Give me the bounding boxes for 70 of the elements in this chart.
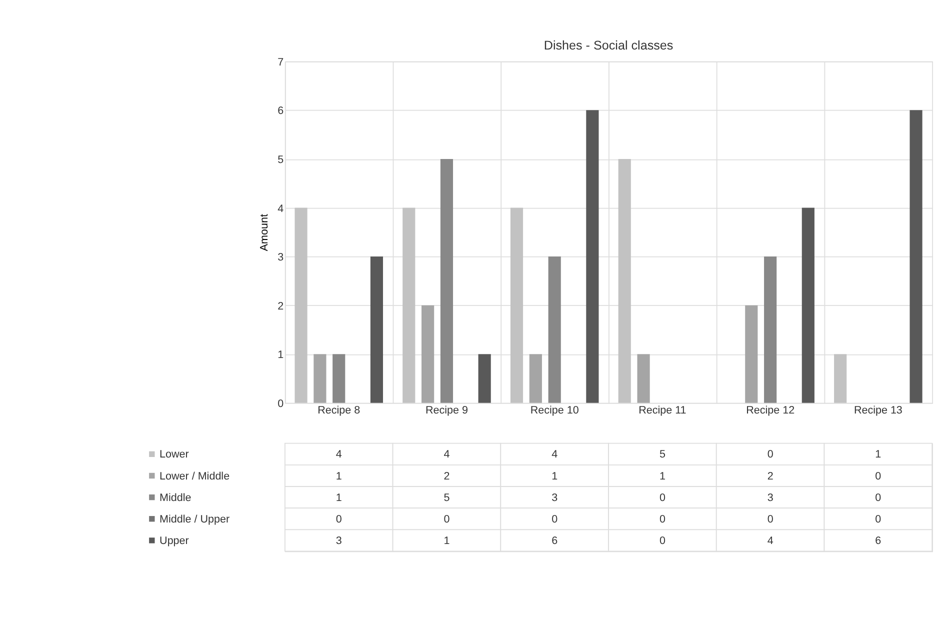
- bar: [802, 208, 814, 403]
- x-tick-label: Recipe 12: [746, 404, 795, 416]
- bar: [910, 110, 922, 403]
- bar: [745, 305, 758, 403]
- legend-label: Upper: [160, 535, 190, 548]
- data-label: 4: [444, 448, 450, 461]
- x-tick-label: Recipe 11: [638, 404, 686, 416]
- y-tick-label: 3: [278, 252, 284, 264]
- data-label: 6: [875, 535, 882, 548]
- x-tick-label: Recipe 8: [318, 404, 360, 416]
- y-tick-label: 2: [278, 300, 284, 312]
- data-label: 0: [767, 513, 774, 526]
- data-label: 1: [552, 470, 558, 482]
- data-label: 0: [659, 492, 666, 504]
- chart-title: Dishes - Social classes: [544, 38, 674, 53]
- x-tick-label: Recipe 13: [854, 404, 902, 416]
- data-label: 1: [336, 492, 342, 504]
- legend-label: Middle / Upper: [160, 513, 230, 526]
- y-tick-label: 4: [278, 202, 284, 215]
- bar: [510, 208, 524, 403]
- data-label: 0: [659, 535, 666, 548]
- y-tick-label: 6: [278, 105, 284, 118]
- bar: [764, 256, 777, 403]
- legend-label: Lower / Middle: [160, 470, 230, 482]
- data-label: 3: [336, 535, 342, 548]
- bar: [637, 354, 650, 403]
- data-label: 1: [336, 470, 342, 482]
- bar: [314, 354, 326, 403]
- bar: [294, 208, 308, 403]
- bar: [370, 256, 384, 403]
- data-label: 2: [767, 470, 774, 482]
- data-label: 6: [552, 535, 558, 548]
- data-label: 3: [767, 492, 774, 504]
- y-tick-label: 0: [278, 398, 284, 410]
- bar: [402, 208, 416, 403]
- bar: [422, 305, 434, 403]
- data-label: 0: [444, 513, 450, 526]
- data-label: 0: [659, 513, 666, 526]
- data-label: 2: [444, 470, 450, 482]
- x-tick-label: Recipe 10: [530, 404, 579, 416]
- legend-label: Lower: [160, 448, 190, 461]
- data-label: 0: [767, 448, 774, 461]
- y-axis-title: Amount: [258, 214, 271, 252]
- data-label: 4: [336, 448, 342, 461]
- y-tick-label: 1: [278, 349, 284, 362]
- bar: [478, 354, 491, 403]
- bar: [548, 256, 561, 403]
- data-label: 4: [552, 448, 558, 461]
- data-label: 0: [875, 470, 882, 482]
- data-label: 5: [444, 492, 450, 504]
- bar: [586, 110, 599, 403]
- bar: [834, 354, 847, 403]
- bar: [529, 354, 542, 403]
- data-label: 1: [444, 535, 450, 548]
- bar: [618, 158, 631, 403]
- bar: [440, 158, 454, 403]
- legend-label: Middle: [160, 492, 192, 504]
- data-label: 0: [875, 513, 882, 526]
- data-label: 0: [336, 513, 342, 526]
- data-label: 4: [767, 535, 774, 548]
- y-tick-label: 5: [278, 154, 284, 166]
- bar: [332, 354, 346, 403]
- y-tick-label: 7: [278, 56, 284, 68]
- data-label: 0: [552, 513, 558, 526]
- data-label: 1: [875, 448, 882, 461]
- data-label: 0: [875, 492, 882, 504]
- data-label: 3: [552, 492, 558, 504]
- x-tick-label: Recipe 9: [425, 404, 468, 416]
- data-label: 5: [659, 448, 666, 461]
- data-label: 1: [659, 470, 666, 482]
